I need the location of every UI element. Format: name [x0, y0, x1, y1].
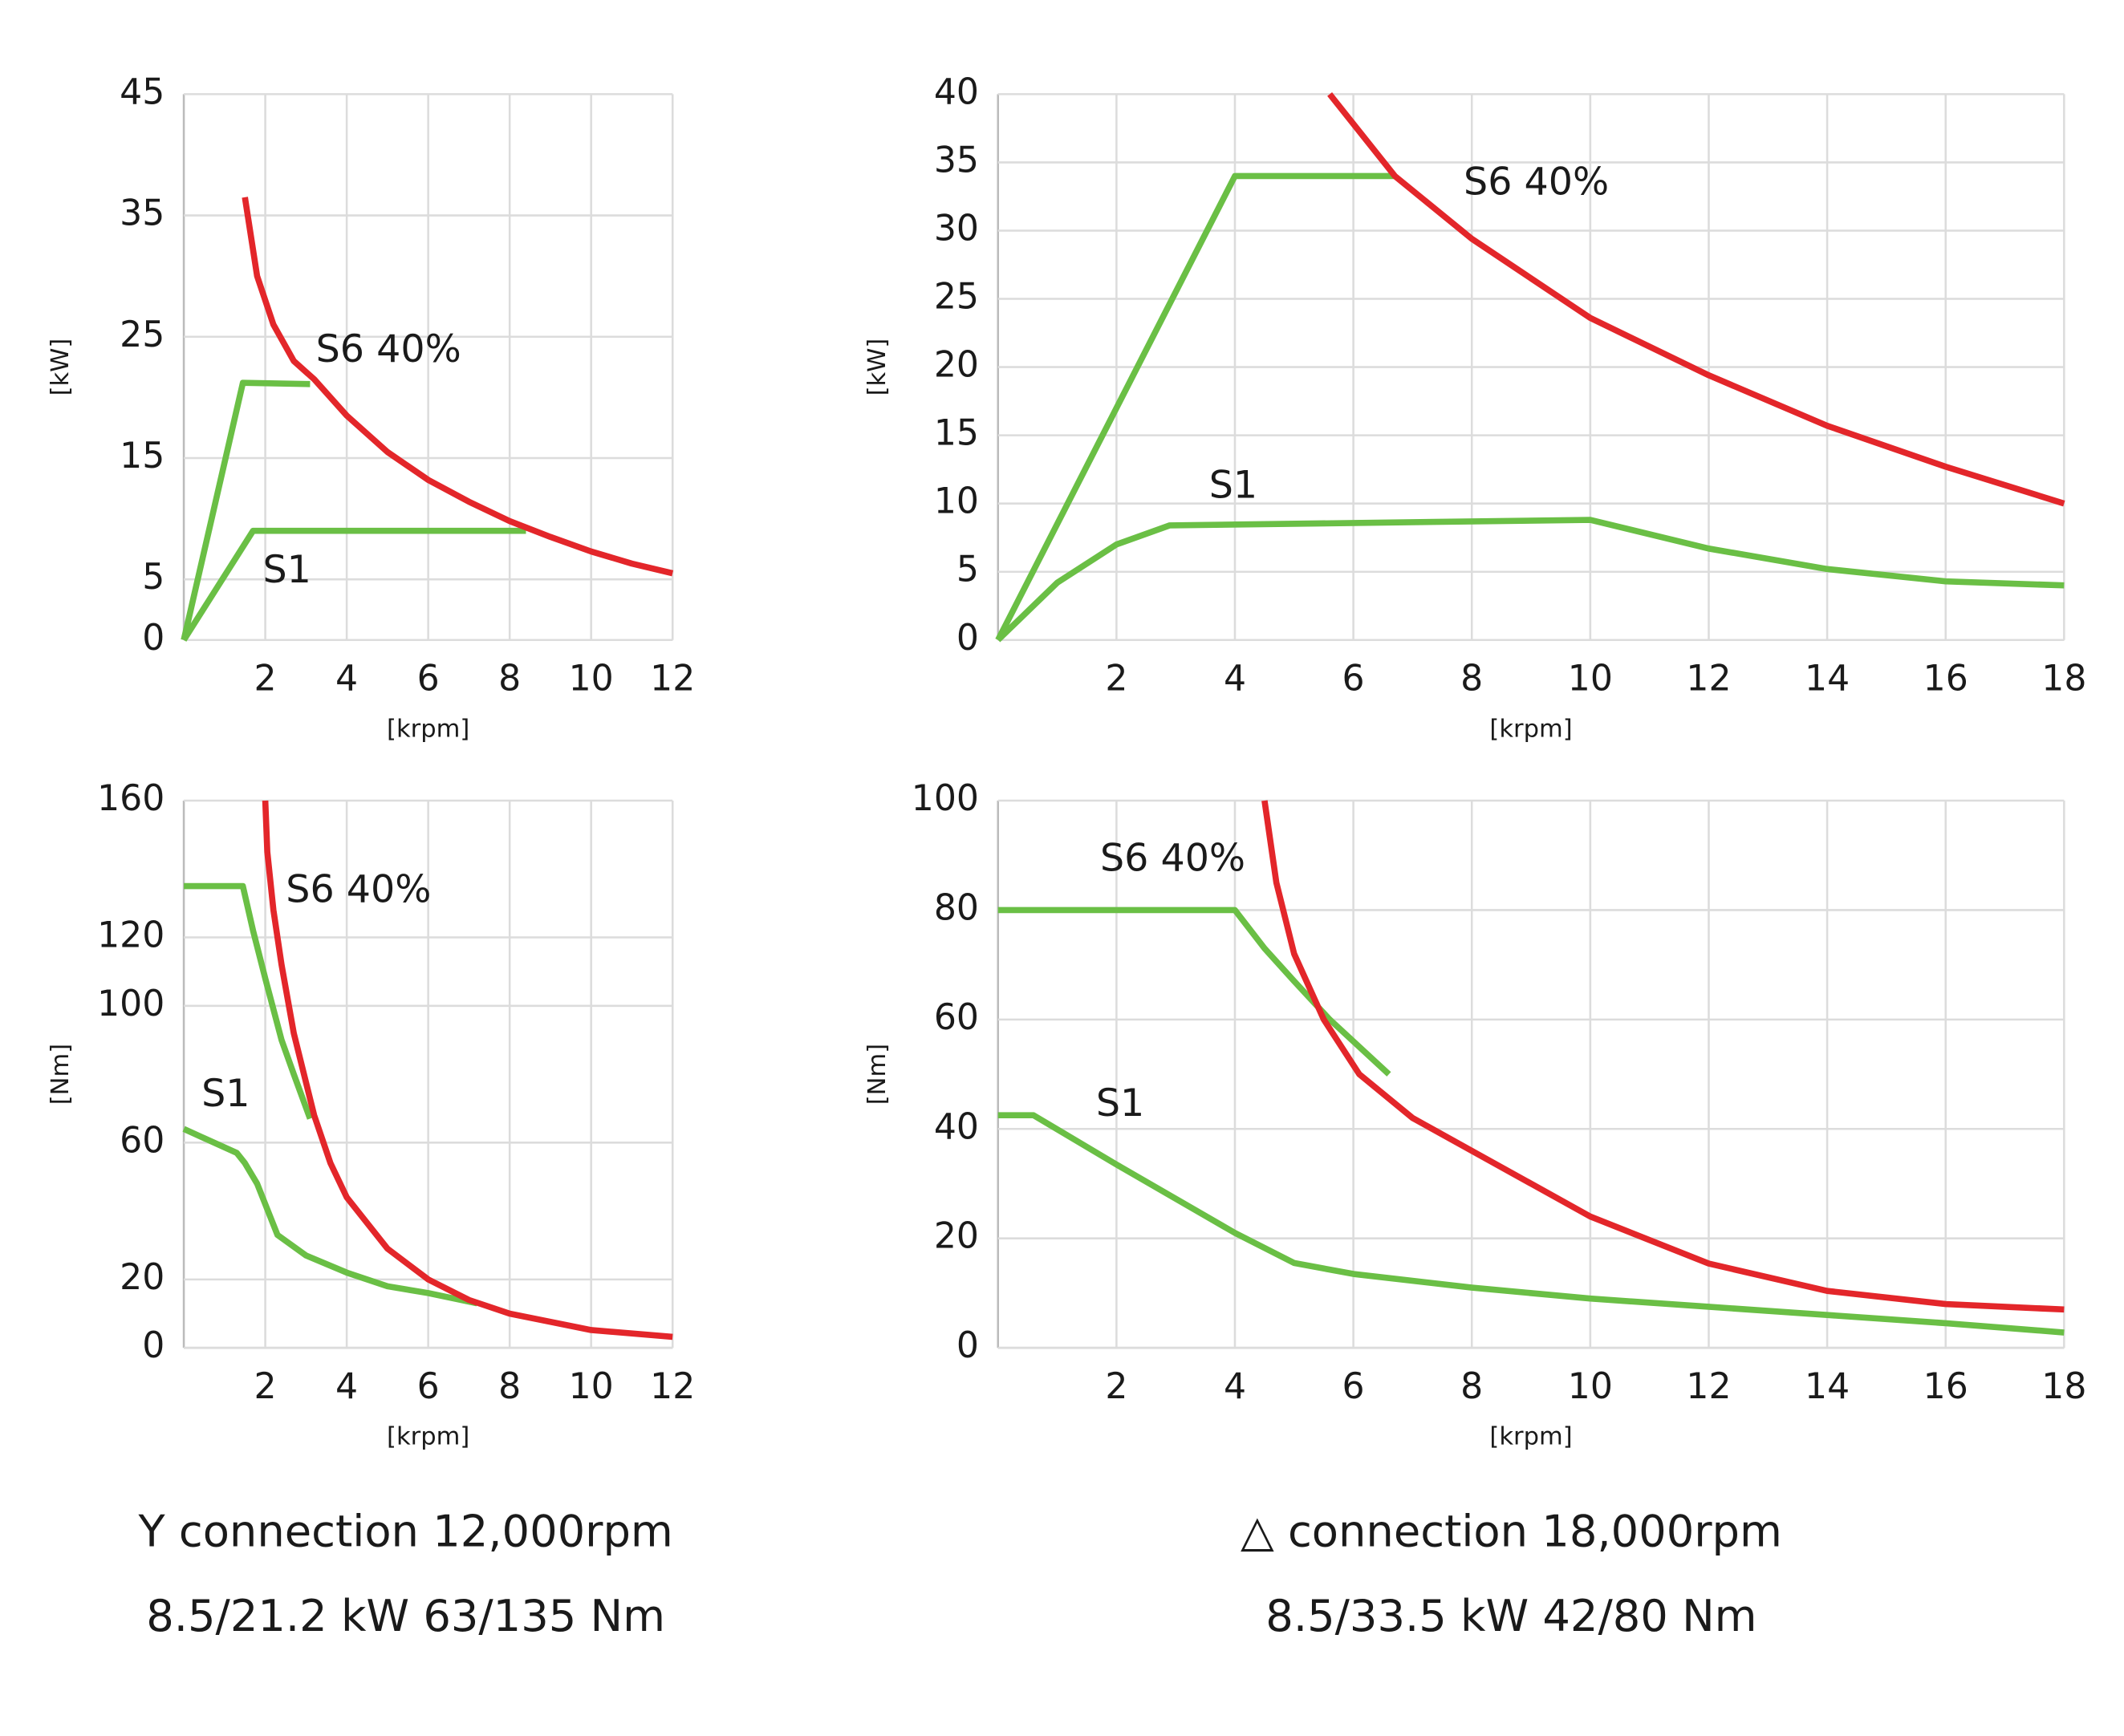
series-label: S6 40% [286, 868, 431, 912]
y-tick-label: 0 [142, 618, 164, 659]
x-tick-label: 2 [254, 659, 277, 700]
x-tick-label: 4 [1224, 659, 1246, 700]
series-line [995, 172, 1395, 642]
x-tick-label: 6 [417, 1366, 440, 1407]
series-label: S1 [262, 548, 311, 592]
y-tick-label: 0 [956, 1325, 979, 1366]
x-tick-label: 16 [1923, 659, 1968, 700]
y-tick-label: 5 [142, 557, 164, 598]
y-axis-label: [Nm] [863, 1044, 891, 1105]
x-tick-label: 6 [1342, 659, 1365, 700]
series-label: S6 40% [1464, 160, 1609, 204]
series-line [996, 517, 2065, 643]
y-tick-label: 0 [956, 618, 979, 659]
x-tick-label: 2 [1105, 1366, 1127, 1407]
y-tick-label: 45 [120, 71, 164, 112]
x-axis-label: [krpm] [387, 715, 469, 743]
x-axis-label: [krpm] [387, 1423, 469, 1451]
y-tick-label: 10 [934, 481, 979, 522]
y-tick-label: 160 [97, 778, 164, 819]
x-tick-label: 10 [1568, 659, 1613, 700]
x-tick-label: 8 [498, 1366, 521, 1407]
x-tick-label: 10 [1568, 1366, 1613, 1407]
x-tick-label: 10 [569, 1366, 614, 1407]
x-tick-label: 12 [650, 1366, 695, 1407]
x-tick-label: 12 [1686, 659, 1731, 700]
x-tick-label: 18 [2041, 659, 2086, 700]
series-line [182, 1126, 478, 1307]
x-tick-label: 4 [335, 1366, 358, 1407]
y-tick-label: 40 [934, 1106, 979, 1147]
x-tick-label: 8 [1460, 1366, 1483, 1407]
y-tick-label: 20 [934, 345, 979, 386]
x-tick-label: 6 [417, 659, 440, 700]
x-tick-label: 12 [1686, 1366, 1731, 1407]
series-label: S1 [1096, 1081, 1144, 1126]
series-line [262, 800, 673, 1341]
series-line [181, 527, 526, 642]
y-axis-label: [kW] [47, 339, 75, 396]
x-tick-label: 8 [1460, 659, 1483, 700]
x-tick-label: 8 [498, 659, 521, 700]
series-line [1327, 91, 2065, 507]
x-tick-label: 14 [1805, 1366, 1850, 1407]
y-tick-label: 30 [934, 208, 979, 249]
series-label: S1 [201, 1072, 250, 1116]
x-tick-label: 18 [2041, 1366, 2086, 1407]
series-label: S6 40% [316, 327, 461, 371]
y-tick-label: 60 [120, 1120, 164, 1161]
y-tick-label: 35 [934, 140, 979, 180]
y-tick-label: 0 [142, 1325, 164, 1366]
series-line [997, 907, 1391, 1077]
x-axis-label: [krpm] [1489, 1423, 1572, 1451]
series-line [997, 1112, 2065, 1336]
y-tick-label: 15 [120, 436, 164, 477]
x-axis-label: [krpm] [1489, 715, 1572, 743]
x-tick-label: 2 [1105, 659, 1127, 700]
x-tick-label: 6 [1342, 1366, 1365, 1407]
x-tick-label: 16 [1923, 1366, 1968, 1407]
series-label: S6 40% [1100, 837, 1245, 881]
y-tick-label: 100 [97, 984, 164, 1024]
y-tick-label: 40 [934, 71, 979, 112]
series-label: S1 [1209, 464, 1257, 508]
caption: 8.5/33.5 kW 42/80 Nm [1265, 1591, 1756, 1641]
y-tick-label: 100 [912, 778, 979, 819]
y-axis-label: [Nm] [47, 1044, 75, 1105]
y-tick-label: 120 [97, 915, 164, 956]
caption: △ connection 18,000rpm [1241, 1507, 1782, 1557]
series-line [184, 882, 314, 1120]
y-tick-label: 15 [934, 413, 979, 454]
y-tick-label: 25 [934, 277, 979, 318]
caption: 8.5/21.2 kW 63/135 Nm [146, 1591, 665, 1641]
caption: Y connection 12,000rpm [137, 1507, 672, 1557]
y-tick-label: 20 [934, 1216, 979, 1257]
series-line [242, 197, 674, 577]
x-tick-label: 14 [1805, 659, 1850, 700]
x-tick-label: 4 [1224, 1366, 1246, 1407]
y-tick-label: 80 [934, 887, 979, 928]
x-tick-label: 10 [569, 659, 614, 700]
y-tick-label: 35 [120, 193, 164, 234]
x-tick-label: 12 [650, 659, 695, 700]
y-tick-label: 5 [956, 550, 979, 590]
y-tick-label: 25 [120, 314, 164, 355]
x-tick-label: 4 [335, 659, 358, 700]
y-tick-label: 60 [934, 997, 979, 1038]
y-tick-label: 20 [120, 1257, 164, 1298]
x-tick-label: 2 [254, 1366, 277, 1407]
series-line [1261, 800, 2065, 1313]
y-axis-label: [kW] [863, 339, 891, 396]
series-line [181, 379, 311, 641]
